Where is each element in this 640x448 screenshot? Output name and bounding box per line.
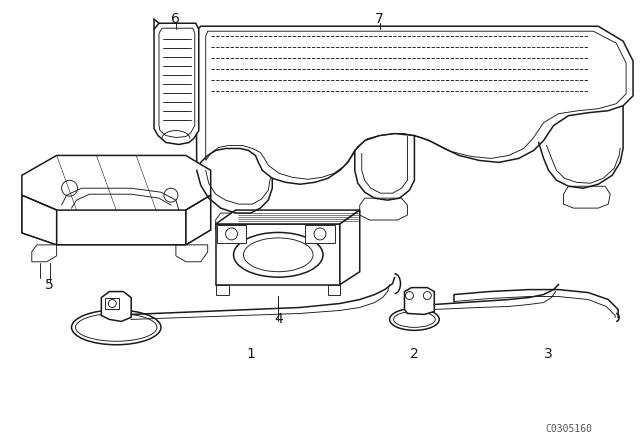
- Polygon shape: [216, 224, 340, 284]
- Text: 6: 6: [172, 12, 180, 26]
- Polygon shape: [340, 210, 360, 284]
- Polygon shape: [101, 292, 131, 321]
- Ellipse shape: [390, 309, 439, 330]
- Polygon shape: [404, 288, 435, 314]
- Ellipse shape: [394, 311, 435, 327]
- Polygon shape: [216, 213, 262, 235]
- Polygon shape: [360, 198, 408, 220]
- Bar: [305, 225, 335, 243]
- Polygon shape: [216, 284, 228, 294]
- Polygon shape: [186, 195, 211, 245]
- Circle shape: [406, 292, 413, 300]
- Polygon shape: [328, 284, 340, 294]
- Text: 3: 3: [544, 347, 553, 361]
- Bar: [217, 225, 246, 243]
- Text: 2: 2: [410, 347, 419, 361]
- Polygon shape: [32, 245, 57, 262]
- Polygon shape: [22, 155, 211, 210]
- Text: 5: 5: [45, 278, 54, 292]
- Text: C0305160: C0305160: [545, 424, 592, 434]
- Polygon shape: [22, 195, 57, 245]
- Polygon shape: [196, 26, 633, 184]
- Circle shape: [314, 228, 326, 240]
- Ellipse shape: [72, 310, 161, 345]
- Polygon shape: [154, 23, 199, 145]
- Circle shape: [61, 180, 77, 196]
- Circle shape: [225, 228, 237, 240]
- Polygon shape: [216, 210, 360, 224]
- Text: 7: 7: [375, 12, 384, 26]
- Circle shape: [108, 300, 116, 307]
- Ellipse shape: [76, 314, 157, 341]
- Circle shape: [164, 188, 178, 202]
- Bar: [106, 297, 119, 310]
- Polygon shape: [176, 245, 208, 262]
- Circle shape: [423, 292, 431, 300]
- Polygon shape: [563, 186, 610, 208]
- Text: 1: 1: [246, 347, 255, 361]
- Text: 4: 4: [274, 312, 283, 327]
